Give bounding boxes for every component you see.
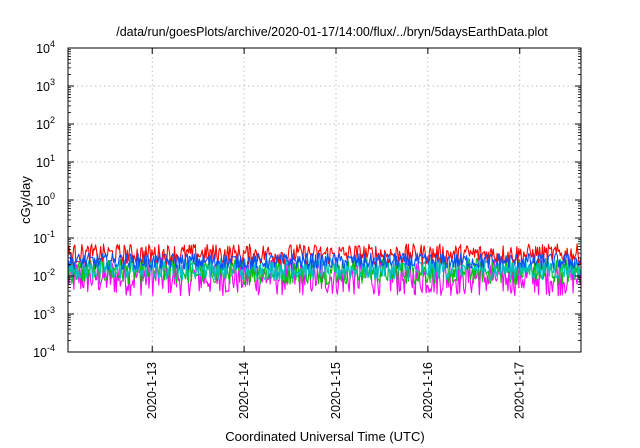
x-axis: 2020-1-13 2020-1-14 2020-1-15 2020-1-16 2020… <box>145 48 527 419</box>
y-tick-label: 101 <box>36 153 55 170</box>
series-group <box>67 243 582 297</box>
grid <box>68 48 581 352</box>
x-tick-label: 2020-1-14 <box>237 362 251 419</box>
x-tick-label: 2020-1-16 <box>421 362 435 419</box>
y-tick-label: 10-2 <box>33 267 55 284</box>
y-tick-label: 10-4 <box>33 343 55 360</box>
x-tick-label: 2020-1-13 <box>145 362 159 419</box>
y-tick-label: 102 <box>36 115 55 132</box>
y-tick-label: 104 <box>36 39 55 56</box>
y-axis-label: cGy/day <box>18 176 33 224</box>
y-axis: 10-4 10-3 10-2 10-1 100 101 102 103 104 <box>33 39 581 360</box>
y-tick-label: 10-1 <box>33 229 55 246</box>
y-tick-label: 10-3 <box>33 305 55 322</box>
chart-title: /data/run/goesPlots/archive/2020-01-17/1… <box>116 25 548 39</box>
series-line <box>67 252 582 270</box>
x-tick-label: 2020-1-15 <box>329 362 343 419</box>
x-axis-label: Coordinated Universal Time (UTC) <box>225 429 424 444</box>
x-tick-label: 2020-1-17 <box>513 362 527 419</box>
y-tick-label: 100 <box>36 191 55 208</box>
series-line <box>67 243 582 266</box>
y-tick-label: 103 <box>36 77 55 94</box>
